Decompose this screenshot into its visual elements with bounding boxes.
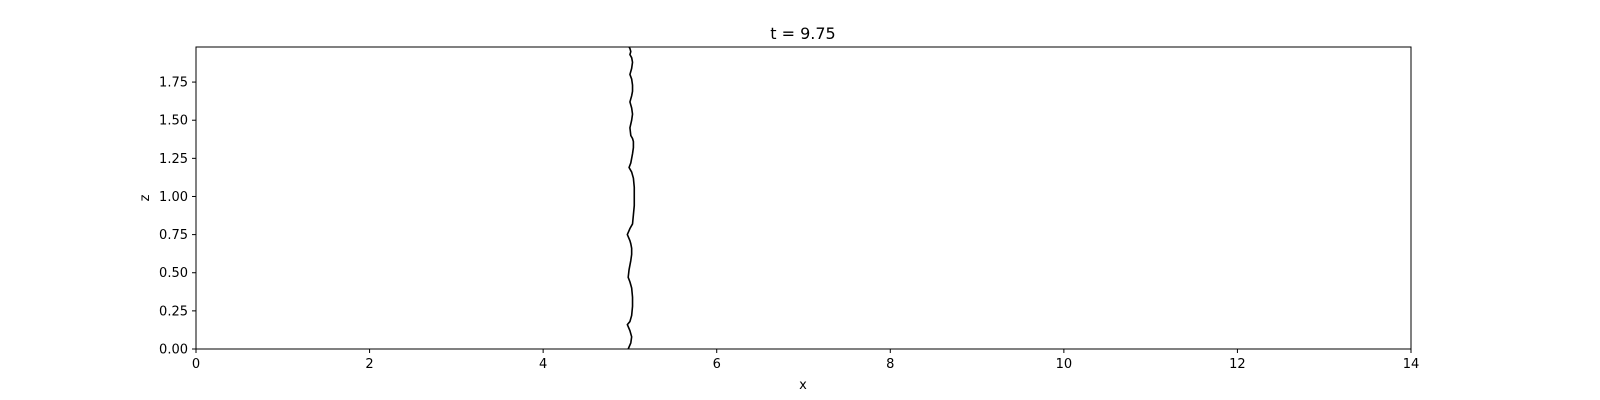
y-tick-label: 0.00 xyxy=(159,343,188,358)
x-tick-label: 4 xyxy=(539,357,547,372)
x-tick-label: 0 xyxy=(192,357,200,372)
x-tick-label: 14 xyxy=(1403,357,1420,372)
y-tick-label: 1.50 xyxy=(159,114,188,129)
chart-title: t = 9.75 xyxy=(770,24,835,43)
y-tick-label: 1.75 xyxy=(159,76,188,91)
x-tick-label: 12 xyxy=(1229,357,1246,372)
x-tick-label: 8 xyxy=(886,357,894,372)
y-tick-label: 0.25 xyxy=(159,304,188,319)
y-tick-label: 1.25 xyxy=(159,152,188,167)
axes-frame xyxy=(195,46,1412,350)
y-tick-label: 0.75 xyxy=(159,228,188,243)
plot-area xyxy=(626,46,636,350)
y-tick-label: 0.50 xyxy=(159,266,188,281)
y-tick-label: 1.00 xyxy=(159,190,188,205)
x-tick-label: 2 xyxy=(365,357,373,372)
x-tick-label: 10 xyxy=(1056,357,1073,372)
x-axis: 0 2 4 6 8 10 12 14 xyxy=(192,349,1419,372)
y-axis: 0.00 0.25 0.50 0.75 1.00 1.25 1.50 1.75 xyxy=(159,76,196,358)
x-axis-label: x xyxy=(799,378,807,393)
x-tick-label: 6 xyxy=(713,357,721,372)
series-line xyxy=(626,46,636,350)
y-axis-label: z xyxy=(138,194,153,201)
